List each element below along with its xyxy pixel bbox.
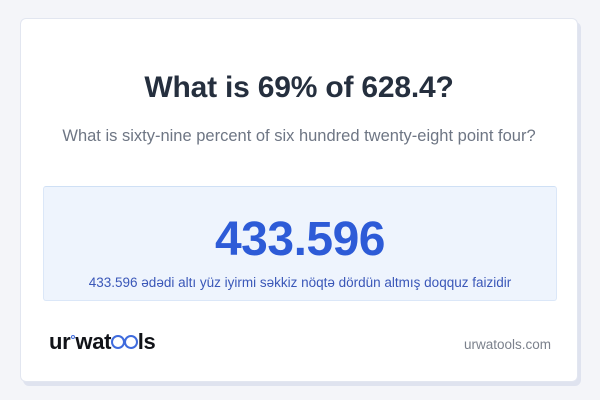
dot-icon [70, 334, 75, 339]
footer: ur wat ls urwatools.com [21, 315, 577, 381]
question-subtitle: What is sixty-nine percent of six hundre… [62, 127, 536, 145]
logo-text-part-two: wat [75, 329, 112, 354]
site-logo[interactable]: ur wat ls [49, 329, 156, 355]
logo-text-part-one: ur [49, 329, 71, 354]
page-title: What is 69% of 628.4? [144, 71, 454, 104]
answer-caption: 433.596 ədədi altı yüz iyirmi səkkiz nöq… [88, 275, 512, 290]
goggles-oo-icon [111, 335, 138, 349]
content-card: What is 69% of 628.4? What is sixty-nine… [20, 18, 578, 382]
logo-text-part-three: ls [137, 329, 156, 354]
answer-value: 433.596 [214, 213, 386, 266]
goggle-right-icon [123, 335, 138, 349]
footer-url[interactable]: urwatools.com [463, 337, 551, 352]
answer-box: 433.596 433.596 ədədi altı yüz iyirmi sə… [43, 186, 557, 301]
